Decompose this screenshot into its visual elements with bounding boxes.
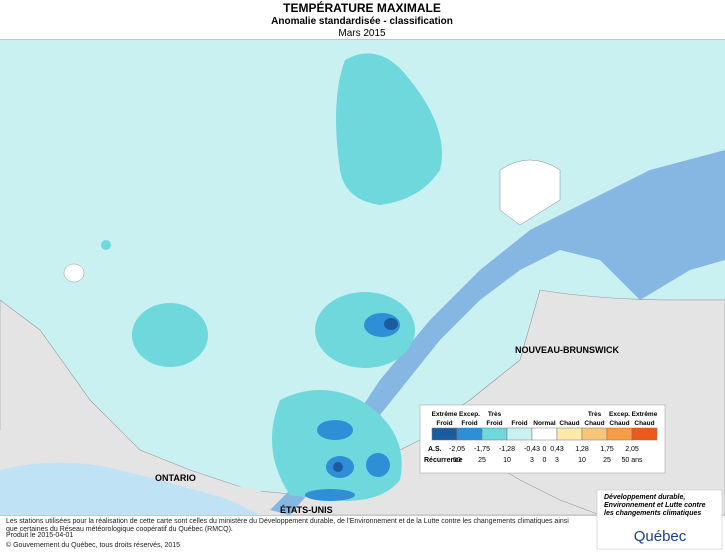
subtitle: Anomalie standardisée - classification [271,16,453,27]
legend-class-label: Froid [511,420,527,427]
legend-swatch [581,427,608,441]
legend-swatch [631,427,658,441]
produced: Produit le 2015-04-01 [6,532,73,539]
legend-class-label: Chaud [634,420,654,427]
legend-class-label: Chaud [609,420,629,427]
period: Mars 2015 [338,28,386,39]
legend-swatch [531,427,558,441]
legend-class-label: Normal [533,420,556,427]
legend-class-label: Froid [486,420,502,427]
recurrence-value: 3 [530,457,534,464]
logo-name: Québec [634,528,687,545]
legend-class-label: Chaud [584,420,604,427]
legend-swatch [481,427,508,441]
legend-class-label: Excep. [609,411,630,418]
recurrence-value: 50 ans [621,457,643,464]
as-value: -1,75 [474,446,490,453]
recurrence-label: Récurrence [424,457,463,464]
label-ontario: ONTARIO [155,473,196,483]
copyright: © Gouvernement du Québec, tous droits ré… [6,541,180,549]
recurrence-value: 10 [503,457,511,464]
as-value: 1,28 [575,446,589,453]
legend-swatch [556,427,583,441]
label-nb: NOUVEAU-BRUNSWICK [515,345,619,355]
legend-swatch [506,427,533,441]
recurrence-value: 25 [603,457,611,464]
legend-class-label: Très [588,411,602,418]
label-usa: ÉTATS-UNIS [280,505,333,515]
as-value: 1,75 [600,446,614,453]
as-value: 0,43 [550,446,564,453]
recurrence-value: 0 [543,457,547,464]
legend-class-label: Extrême [632,411,658,418]
legend-class-label: Excep. [459,411,480,418]
as-value: -0,43 [524,446,540,453]
as-value: 0 [543,446,547,453]
legend-class-label: Froid [461,420,477,427]
as-value: 2,05 [625,446,639,453]
as-label: A.S. [428,446,442,453]
legend-class-label: Extrême [432,411,458,418]
legend-swatch [456,427,483,441]
legend-class-label: Très [488,411,502,418]
legend: A.S. Récurrence ExtrêmeFroidExcep.FroidT… [419,404,666,474]
recurrence-value: 10 [578,457,586,464]
legend-class-label: Chaud [559,420,579,427]
recurrence-value: 25 [478,457,486,464]
as-value: -2,05 [449,446,465,453]
title: TEMPÉRATURE MAXIMALE [283,0,441,15]
logo-ministry: Développement durable, Environnement et … [604,494,706,517]
recurrence-value: 50 [453,457,461,464]
as-value: -1,28 [499,446,515,453]
recurrence-value: 3 [555,457,559,464]
legend-swatch [431,427,458,441]
note: Les stations utilisées pour la réalisati… [6,518,569,533]
legend-class-label: Froid [436,420,452,427]
legend-swatch [606,427,633,441]
